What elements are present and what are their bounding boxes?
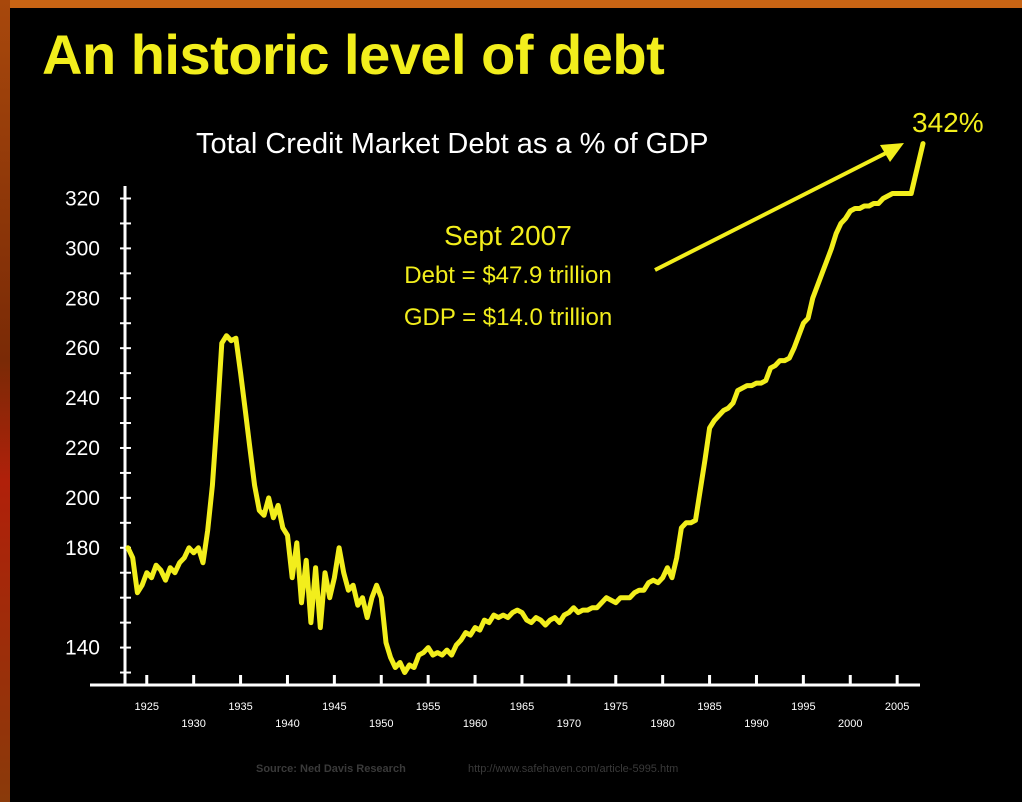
x-tick-label: 1980	[650, 718, 674, 730]
x-tick-label: 2000	[838, 718, 862, 730]
chart-source: Source: Ned Davis Research http://www.sa…	[256, 763, 678, 775]
annotation-gdp: GDP = $14.0 trillion	[404, 304, 612, 331]
chart-subtitle: Total Credit Market Debt as a % of GDP	[196, 128, 709, 160]
x-tick-label: 1975	[604, 701, 628, 713]
y-tick-label: 260	[65, 337, 100, 360]
y-tick-label: 140	[65, 637, 100, 660]
arrow-head	[880, 143, 904, 162]
x-tick-label: 1970	[557, 718, 581, 730]
x-tick-label: 1990	[744, 718, 768, 730]
x-tick-label: 1995	[791, 701, 815, 713]
x-tick-label: 1935	[228, 701, 252, 713]
y-tick-label: 280	[65, 287, 100, 310]
source-url: http://www.safehaven.com/article-5995.ht…	[468, 763, 678, 775]
slide-frame-left	[0, 0, 10, 802]
slide-frame-top	[0, 0, 1022, 8]
y-tick-label: 300	[65, 237, 100, 260]
x-tick-label: 2005	[885, 701, 909, 713]
slide-background	[10, 8, 1022, 802]
x-tick-label: 1955	[416, 701, 440, 713]
x-tick-label: 1985	[697, 701, 721, 713]
sept-2007-annotation: Sept 2007 Debt = $47.9 trillion GDP = $1…	[404, 220, 612, 331]
source-label: Source: Ned Davis Research	[256, 763, 406, 775]
x-axis: 1925 1935 1945 1955 1965 1975 1985 1995 2005 1930…	[90, 675, 920, 730]
annotation-arrow	[654, 143, 904, 272]
x-tick-label: 1960	[463, 718, 487, 730]
arrow-shaft	[654, 150, 889, 272]
slide-title: An historic level of debt	[42, 23, 665, 86]
y-tick-label: 240	[65, 387, 100, 410]
y-tick-label: 200	[65, 487, 100, 510]
annotation-date: Sept 2007	[444, 220, 572, 251]
x-tick-label: 1945	[322, 701, 346, 713]
x-tick-label: 1965	[510, 701, 534, 713]
x-tick-label: 1950	[369, 718, 393, 730]
debt-series-line	[125, 141, 926, 675]
y-tick-label: 320	[65, 187, 100, 210]
y-axis: 140 180 200 220 240 260 280 300 320	[65, 186, 131, 685]
x-tick-label: 1925	[135, 701, 159, 713]
peak-value-label: 342%	[912, 107, 984, 138]
x-tick-label: 1930	[181, 718, 205, 730]
annotation-debt: Debt = $47.9 trillion	[404, 262, 611, 289]
y-tick-label: 180	[65, 537, 100, 560]
x-tick-label: 1940	[275, 718, 299, 730]
y-tick-label: 220	[65, 437, 100, 460]
